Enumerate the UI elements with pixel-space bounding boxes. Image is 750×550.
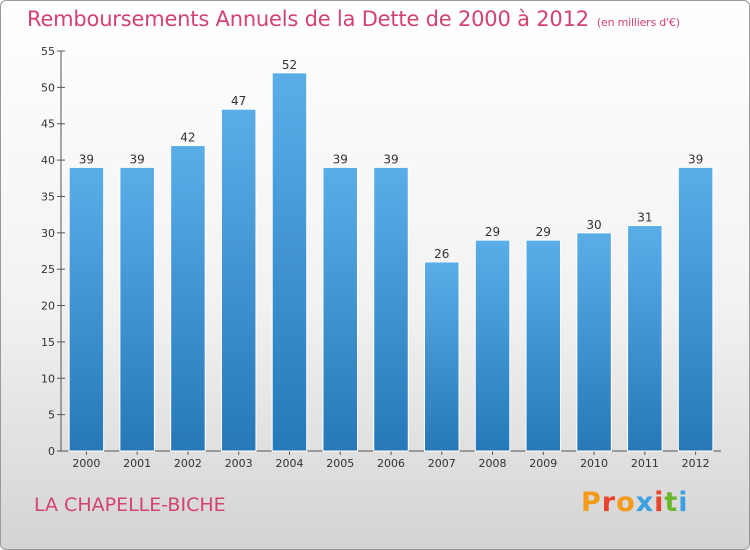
bar	[525, 239, 562, 452]
x-tick-label: 2006	[377, 457, 405, 470]
bar	[424, 261, 460, 452]
logo-letter: r	[601, 487, 617, 518]
y-tick-label: 0	[48, 445, 55, 458]
data-label: 47	[231, 94, 246, 108]
data-label: 39	[130, 152, 145, 166]
x-tick-label: 2000	[72, 457, 100, 470]
data-label: 39	[383, 152, 398, 166]
x-tick-label: 2001	[123, 457, 151, 470]
data-label: 31	[637, 211, 652, 225]
bar	[322, 166, 358, 452]
proxiti-logo: Proxiti	[581, 487, 689, 518]
logo-letter: P	[581, 487, 602, 518]
x-tick-label: 2003	[225, 457, 253, 470]
y-tick-label: 5	[48, 409, 55, 422]
bar	[373, 166, 409, 452]
axes: 0 5 10 15 20 25 30 35 40 45 50 55 2000 2001 2002 2003 20…	[41, 45, 721, 470]
y-tick-label: 45	[41, 118, 55, 131]
bar	[677, 166, 714, 452]
data-labels: 39 39 42 47 52 39 39 26 29 29 30 31 39	[79, 58, 704, 261]
x-tick-label: 2002	[174, 457, 202, 470]
bar	[627, 225, 663, 452]
x-tick-label: 2008	[479, 457, 507, 470]
y-tick-label: 55	[41, 45, 55, 58]
x-tick-label: 2007	[428, 457, 456, 470]
data-label: 30	[586, 218, 601, 232]
x-tick-label: 2005	[326, 457, 354, 470]
data-label: 42	[180, 131, 195, 145]
data-label: 26	[434, 247, 449, 261]
y-tick-label: 35	[41, 190, 55, 203]
x-tick-label: 2004	[275, 457, 303, 470]
chart-title-text: Remboursements Annuels de la Dette de 20…	[27, 7, 589, 31]
data-label: 29	[536, 225, 551, 239]
logo-letter: i	[654, 487, 665, 518]
data-label: 39	[333, 152, 348, 166]
logo-letter: i	[678, 487, 689, 518]
y-tick-label: 25	[41, 263, 55, 276]
bar	[271, 72, 308, 452]
y-tick-label: 30	[41, 227, 55, 240]
data-label: 39	[79, 152, 94, 166]
bar	[119, 166, 155, 452]
bar	[474, 239, 511, 452]
logo-letter: t	[664, 487, 679, 518]
logo-letter: x	[635, 487, 655, 518]
bar	[170, 145, 206, 452]
bar	[220, 108, 257, 452]
chart-title: Remboursements Annuels de la Dette de 20…	[27, 7, 680, 31]
x-tick-label: 2011	[631, 457, 659, 470]
logo-letter: o	[616, 487, 636, 518]
y-tick-label: 40	[41, 154, 55, 167]
data-label: 39	[688, 152, 703, 166]
data-label: 29	[485, 225, 500, 239]
y-tick-label: 10	[41, 372, 55, 385]
data-label: 52	[282, 58, 297, 72]
y-tick-label: 50	[41, 81, 55, 94]
municipality-name: LA CHAPELLE-BICHE	[34, 494, 226, 516]
x-tick-label: 2012	[682, 457, 710, 470]
x-tick-label: 2010	[580, 457, 608, 470]
x-tick-label: 2009	[529, 457, 557, 470]
y-tick-label: 20	[41, 300, 55, 313]
bar	[576, 232, 612, 452]
bars	[68, 72, 714, 452]
bar	[68, 166, 105, 452]
y-tick-label: 15	[41, 336, 55, 349]
chart-unit: (en milliers d'€)	[596, 16, 680, 29]
